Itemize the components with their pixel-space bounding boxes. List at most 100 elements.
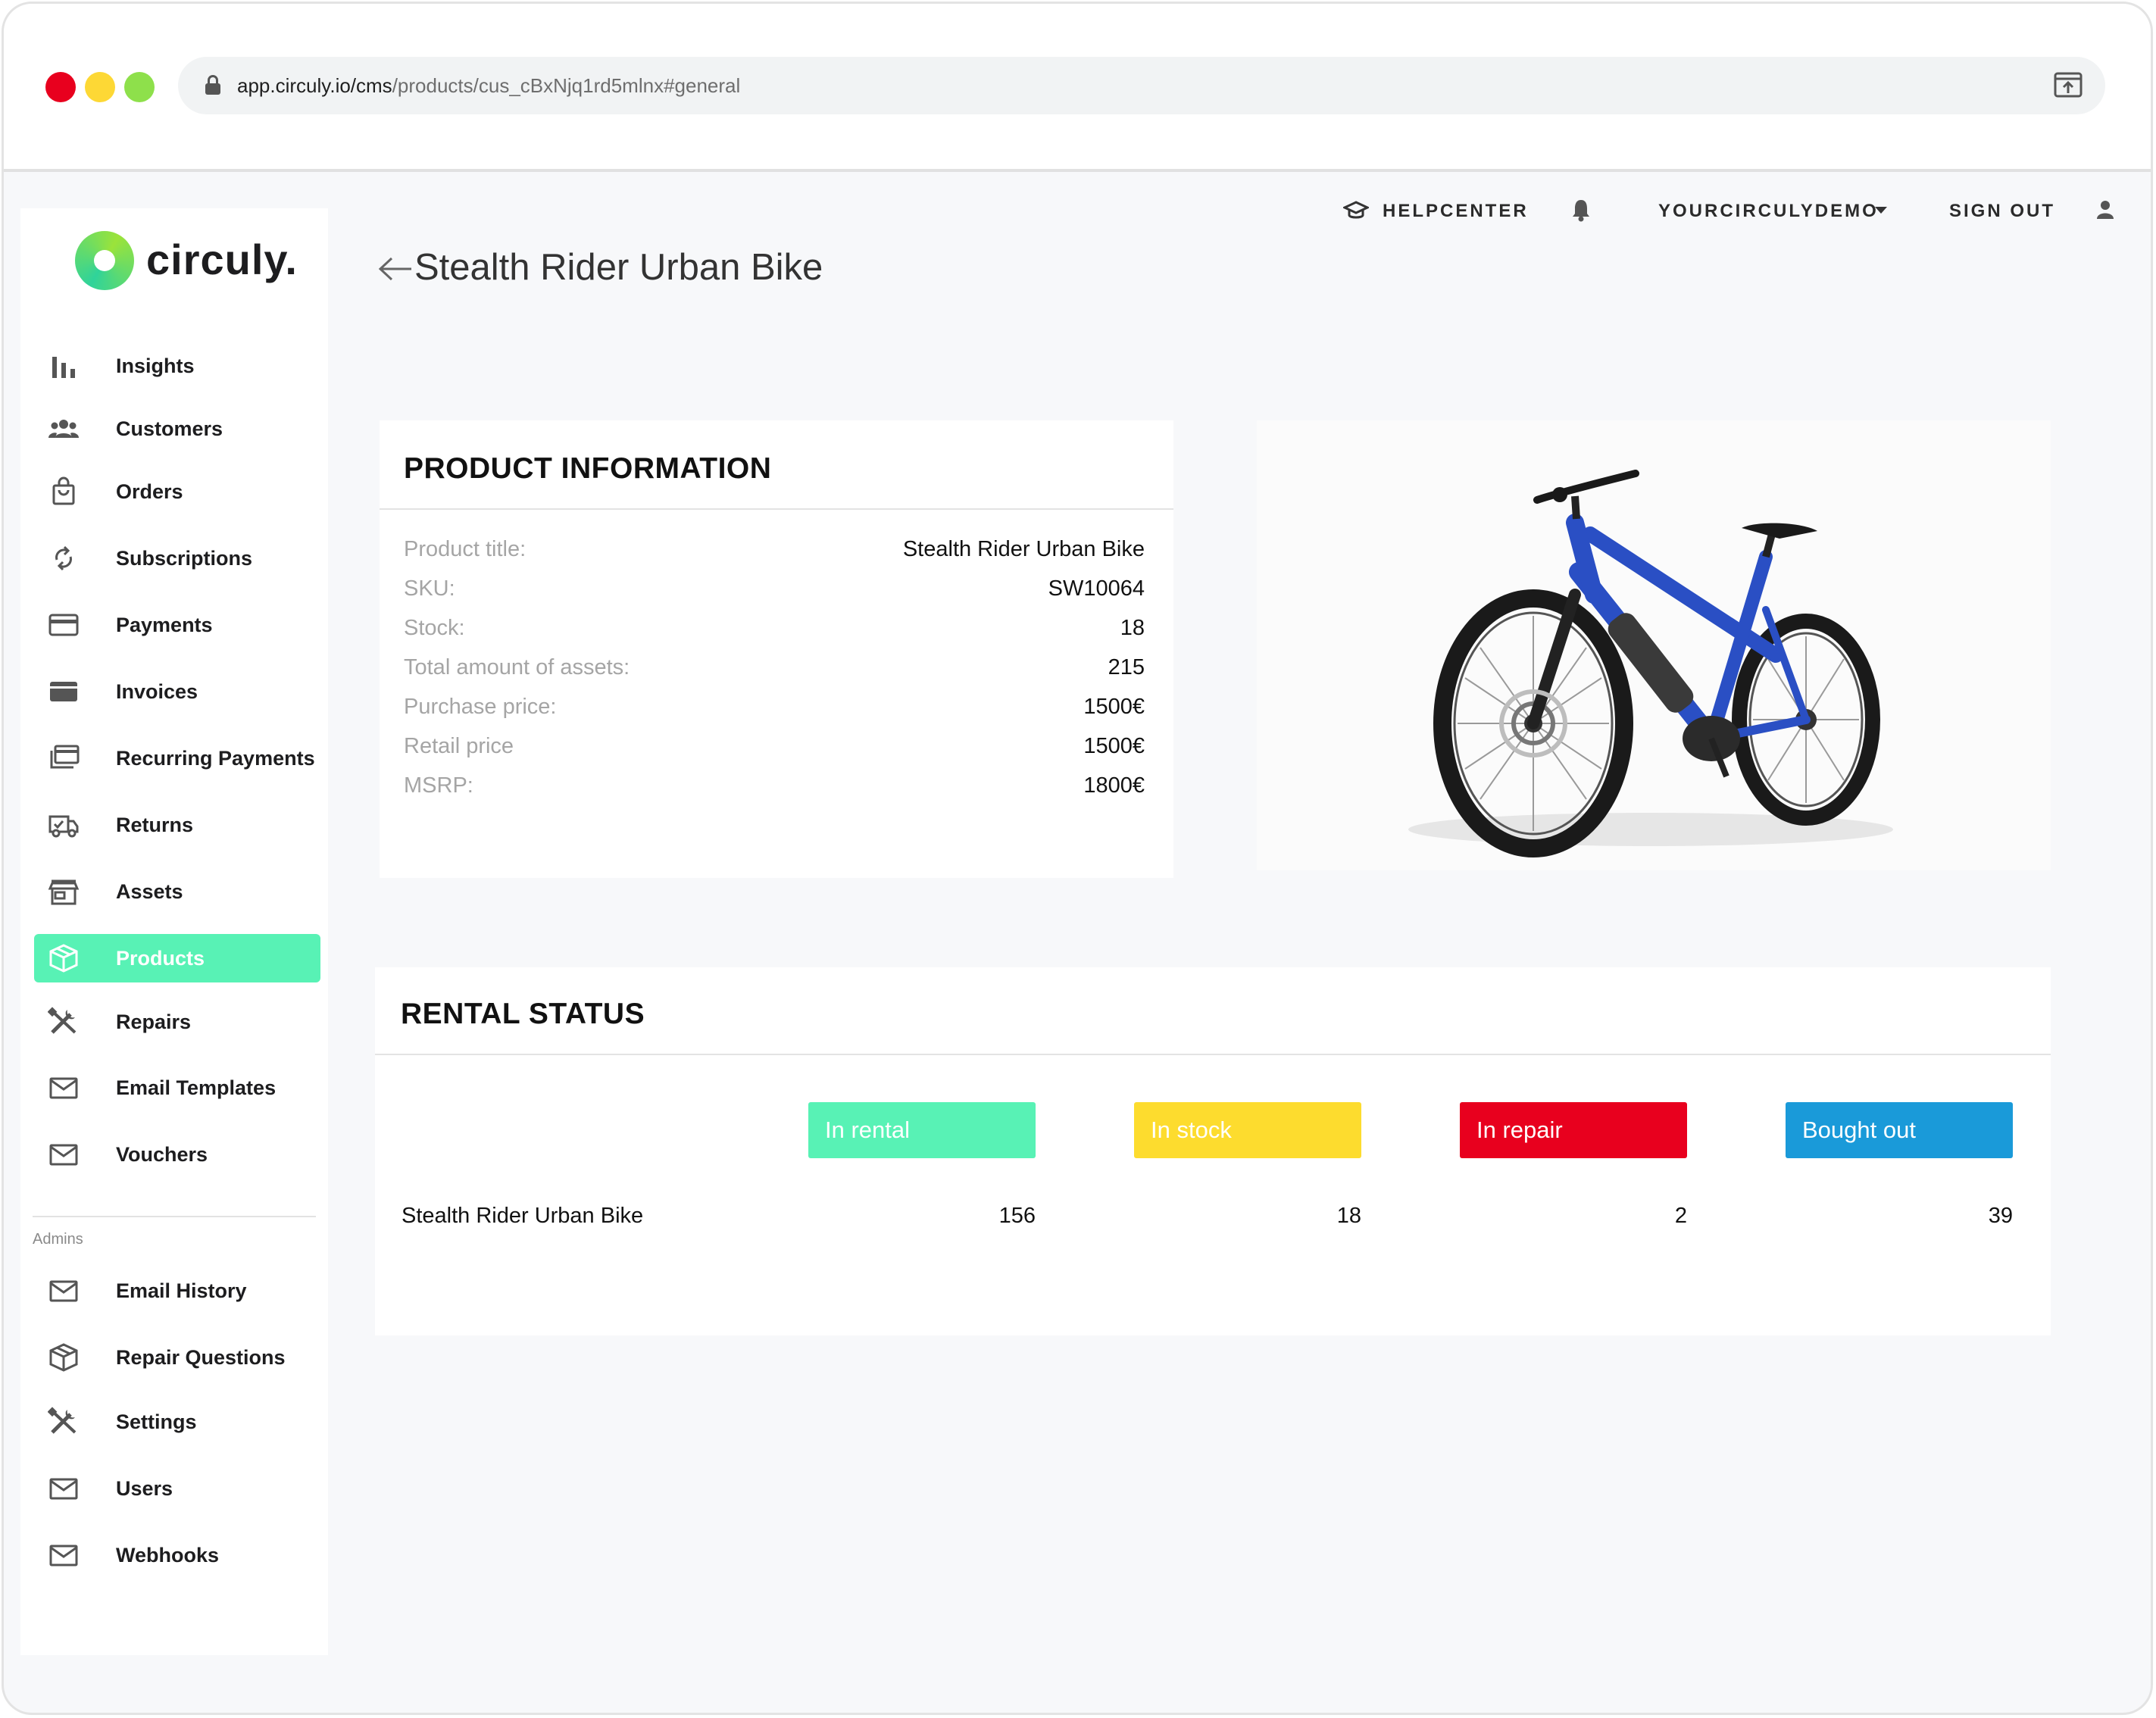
- info-value: 18: [1120, 616, 1145, 640]
- close-window-button[interactable]: [45, 72, 76, 102]
- sidebar-item-label: Invoices: [116, 680, 198, 703]
- shopping-bag-icon: [52, 476, 75, 505]
- status-pill-in-repair: In repair: [1460, 1102, 1687, 1158]
- product-information-card: PRODUCT INFORMATION Product title: Steal…: [380, 420, 1173, 878]
- sidebar-item-label: Users: [116, 1477, 173, 1500]
- sidebar-item-invoices[interactable]: Invoices: [34, 667, 320, 716]
- info-row-total-assets: Total amount of assets: 215: [404, 652, 1145, 683]
- info-row-retail-price: Retail price 1500€: [404, 731, 1145, 761]
- graduation-cap-icon: [1343, 201, 1369, 219]
- tools-icon: [48, 1007, 77, 1034]
- back-arrow-icon[interactable]: [377, 252, 414, 286]
- sidebar-item-payments[interactable]: Payments: [34, 601, 320, 649]
- sidebar: circuly. Insights Customers Orders Subsc…: [20, 208, 328, 1655]
- sync-icon: [55, 545, 72, 571]
- sidebar-item-repair-questions[interactable]: Repair Questions: [34, 1333, 320, 1382]
- info-label: Total amount of assets:: [404, 655, 630, 679]
- status-pill-label: Bought out: [1802, 1117, 1916, 1143]
- user-icon[interactable]: [2096, 199, 2114, 220]
- sidebar-item-assets[interactable]: Assets: [34, 867, 320, 916]
- package-icon: [49, 944, 78, 973]
- info-value: Stealth Rider Urban Bike: [902, 537, 1145, 561]
- sidebar-item-label: Vouchers: [116, 1143, 208, 1166]
- rental-count-in-rental: 156: [998, 1204, 1036, 1228]
- url-host: app.circuly.io/cms: [237, 74, 392, 97]
- status-pill-in-rental: In rental: [808, 1102, 1036, 1158]
- info-label: MSRP:: [404, 773, 473, 798]
- sidebar-item-label: Orders: [116, 480, 183, 503]
- sidebar-item-label: Email History: [116, 1279, 247, 1302]
- info-row-purchase-price: Purchase price: 1500€: [404, 692, 1145, 722]
- status-pill-label: In rental: [825, 1117, 911, 1143]
- sidebar-item-label: Subscriptions: [116, 547, 253, 570]
- caret-down-icon[interactable]: [1875, 207, 1887, 214]
- sidebar-item-recurring-payments[interactable]: Recurring Payments: [34, 734, 320, 782]
- sidebar-item-vouchers[interactable]: Vouchers: [34, 1130, 320, 1179]
- sidebar-item-email-history[interactable]: Email History: [34, 1267, 320, 1315]
- sidebar-item-customers[interactable]: Customers: [34, 405, 320, 453]
- sidebar-item-users[interactable]: Users: [34, 1464, 320, 1513]
- rental-count-bought-out: 39: [1988, 1204, 2013, 1228]
- circuly-logo-mark-icon: [75, 231, 134, 290]
- address-bar[interactable]: app.circuly.io/cms/products/cus_cBxNjq1r…: [178, 57, 2105, 114]
- sidebar-item-insights[interactable]: Insights: [34, 342, 320, 390]
- status-pill-in-stock: In stock: [1134, 1102, 1361, 1158]
- sidebar-item-label: Payments: [116, 614, 213, 636]
- sidebar-item-label: Insights: [116, 355, 195, 377]
- info-value: 215: [1108, 655, 1145, 679]
- info-value: SW10064: [1048, 576, 1145, 601]
- page-title: Stealth Rider Urban Bike: [414, 247, 823, 288]
- product-information-heading: PRODUCT INFORMATION: [404, 452, 772, 485]
- product-image: [1257, 420, 2051, 870]
- status-pill-bought-out: Bought out: [1786, 1102, 2013, 1158]
- sidebar-item-settings[interactable]: Settings: [34, 1398, 320, 1446]
- rental-count-in-repair: 2: [1674, 1204, 1687, 1228]
- credit-card-icon: [48, 614, 79, 636]
- info-value: 1500€: [1083, 734, 1145, 758]
- sidebar-item-label: Email Templates: [116, 1076, 277, 1099]
- bar-chart-icon: [52, 357, 75, 378]
- info-label: SKU:: [404, 576, 455, 601]
- url-path: /products/cus_cBxNjq1rd5mlnx#general: [392, 74, 741, 97]
- invoice-card-icon: [50, 682, 77, 701]
- sidebar-item-subscriptions[interactable]: Subscriptions: [34, 534, 320, 583]
- info-row-product-title: Product title: Stealth Rider Urban Bike: [404, 534, 1145, 564]
- rental-row-product-name: Stealth Rider Urban Bike: [402, 1204, 644, 1228]
- envelope-icon: [49, 1144, 78, 1166]
- sidebar-item-label: Products: [116, 947, 205, 970]
- stacked-cards-icon: [50, 745, 80, 769]
- card-divider: [380, 508, 1173, 510]
- open-in-tab-icon[interactable]: [2054, 72, 2083, 98]
- maximize-window-button[interactable]: [124, 72, 155, 102]
- sign-out-button[interactable]: SIGN OUT: [1949, 201, 2056, 221]
- rental-status-heading: RENTAL STATUS: [401, 998, 645, 1030]
- sidebar-item-returns[interactable]: Returns: [34, 801, 320, 849]
- sidebar-item-label: Assets: [116, 880, 183, 903]
- account-dropdown[interactable]: YOURCIRCULYDEMO: [1658, 201, 1879, 221]
- bell-icon[interactable]: [1570, 198, 1592, 222]
- logo-text: circuly.: [146, 236, 298, 283]
- minimize-window-button[interactable]: [85, 72, 115, 102]
- info-value: 1800€: [1083, 773, 1145, 798]
- url-text[interactable]: app.circuly.io/cms/products/cus_cBxNjq1r…: [237, 72, 740, 99]
- sidebar-item-orders[interactable]: Orders: [34, 467, 320, 516]
- sidebar-item-email-templates[interactable]: Email Templates: [34, 1064, 320, 1112]
- sidebar-item-label: Webhooks: [116, 1544, 220, 1567]
- rental-count-in-stock: 18: [1336, 1204, 1361, 1228]
- sidebar-item-products[interactable]: Products: [34, 934, 320, 982]
- sidebar-item-repairs[interactable]: Repairs: [34, 998, 320, 1046]
- info-label: Stock:: [404, 616, 465, 640]
- sidebar-divider: [33, 1216, 316, 1217]
- sidebar-item-label: Returns: [116, 814, 194, 836]
- delivery-truck-icon: [48, 815, 79, 838]
- sidebar-item-label: Settings: [116, 1410, 197, 1433]
- admins-section-label: Admins: [33, 1231, 83, 1248]
- sidebar-item-webhooks[interactable]: Webhooks: [34, 1531, 320, 1579]
- status-pill-label: In repair: [1476, 1117, 1563, 1143]
- envelope-icon: [49, 1545, 78, 1567]
- helpcenter-link[interactable]: HELPCENTER: [1383, 201, 1529, 221]
- storefront-icon: [48, 879, 80, 905]
- browser-chrome: app.circuly.io/cms/products/cus_cBxNjq1r…: [4, 4, 2151, 172]
- status-pill-label: In stock: [1151, 1117, 1232, 1143]
